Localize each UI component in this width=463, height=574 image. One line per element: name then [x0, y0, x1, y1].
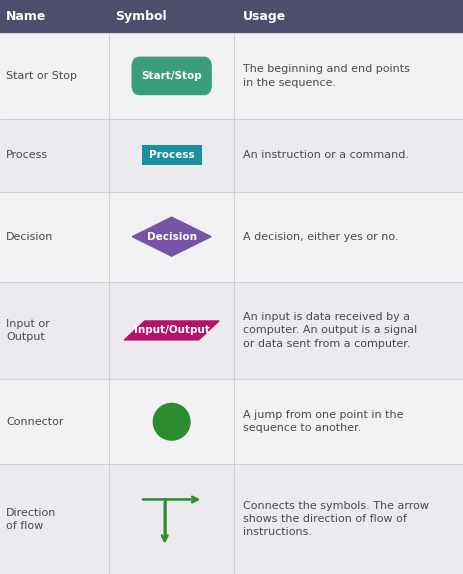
Text: Name: Name	[6, 10, 46, 23]
Text: Decision: Decision	[146, 232, 196, 242]
Text: Start or Stop: Start or Stop	[6, 71, 77, 81]
Bar	[0, 0, 463, 33]
Bar	[0, 33, 463, 119]
Text: An input is data received by a
computer. An output is a signal
or data sent from: An input is data received by a computer.…	[242, 312, 416, 348]
Text: Process: Process	[6, 150, 48, 160]
FancyBboxPatch shape	[131, 57, 212, 95]
Bar	[141, 145, 201, 165]
Text: The beginning and end points
in the sequence.: The beginning and end points in the sequ…	[242, 64, 409, 87]
Text: Symbol: Symbol	[115, 10, 166, 23]
Text: Input/Output: Input/Output	[133, 325, 209, 335]
Text: A jump from one point in the
sequence to another.: A jump from one point in the sequence to…	[242, 410, 402, 433]
Text: A decision, either yes or no.: A decision, either yes or no.	[242, 232, 397, 242]
Bar	[0, 464, 463, 574]
Text: Start/Stop: Start/Stop	[141, 71, 201, 81]
Text: Input or
Output: Input or Output	[6, 319, 50, 342]
Text: Process: Process	[149, 150, 194, 160]
Bar	[0, 119, 463, 192]
Ellipse shape	[152, 403, 190, 441]
Text: Connects the symbols. The arrow
shows the direction of flow of
instructions.: Connects the symbols. The arrow shows th…	[242, 501, 428, 537]
Bar	[0, 282, 463, 379]
Bar	[0, 192, 463, 282]
Text: Direction
of flow: Direction of flow	[6, 507, 56, 531]
Text: Usage: Usage	[242, 10, 285, 23]
Text: Decision: Decision	[6, 232, 53, 242]
Text: An instruction or a command.: An instruction or a command.	[242, 150, 408, 160]
Polygon shape	[124, 321, 219, 340]
Text: Connector: Connector	[6, 417, 63, 427]
Bar	[0, 379, 463, 464]
Polygon shape	[132, 217, 211, 256]
